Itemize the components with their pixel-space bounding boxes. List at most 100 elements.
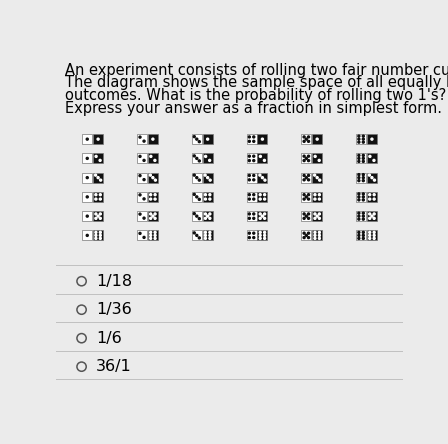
Circle shape bbox=[307, 198, 310, 200]
Circle shape bbox=[253, 159, 255, 162]
Circle shape bbox=[143, 159, 145, 161]
Circle shape bbox=[253, 179, 255, 181]
Circle shape bbox=[209, 234, 211, 236]
Circle shape bbox=[362, 193, 364, 195]
Circle shape bbox=[253, 140, 255, 143]
Circle shape bbox=[150, 155, 152, 157]
Bar bbox=[257, 230, 267, 240]
Circle shape bbox=[358, 193, 360, 195]
Circle shape bbox=[371, 177, 373, 178]
Bar bbox=[302, 153, 311, 163]
Circle shape bbox=[196, 215, 198, 217]
Circle shape bbox=[307, 237, 310, 238]
Circle shape bbox=[196, 138, 198, 140]
Circle shape bbox=[263, 213, 266, 215]
Circle shape bbox=[303, 155, 305, 157]
Circle shape bbox=[99, 217, 101, 219]
Circle shape bbox=[204, 238, 207, 239]
Bar bbox=[246, 211, 257, 221]
Circle shape bbox=[307, 159, 310, 162]
Circle shape bbox=[253, 198, 255, 200]
Circle shape bbox=[306, 196, 307, 198]
Bar bbox=[93, 192, 103, 202]
Circle shape bbox=[97, 177, 99, 178]
Bar bbox=[93, 173, 103, 182]
Bar bbox=[312, 230, 322, 240]
Circle shape bbox=[193, 213, 195, 214]
Circle shape bbox=[369, 194, 371, 196]
Circle shape bbox=[95, 213, 97, 215]
Circle shape bbox=[362, 215, 364, 217]
Circle shape bbox=[362, 160, 364, 163]
Circle shape bbox=[314, 231, 316, 234]
Circle shape bbox=[369, 155, 371, 157]
Circle shape bbox=[207, 177, 209, 178]
Circle shape bbox=[99, 234, 101, 236]
Circle shape bbox=[319, 217, 320, 219]
Circle shape bbox=[319, 194, 320, 196]
Bar bbox=[356, 230, 366, 240]
Circle shape bbox=[95, 231, 97, 234]
Bar bbox=[257, 134, 267, 144]
Bar bbox=[93, 153, 103, 163]
Circle shape bbox=[97, 215, 99, 217]
Bar bbox=[367, 134, 377, 144]
Circle shape bbox=[264, 179, 266, 181]
Circle shape bbox=[307, 232, 310, 234]
Circle shape bbox=[198, 237, 200, 239]
Circle shape bbox=[314, 213, 316, 215]
Circle shape bbox=[196, 157, 198, 159]
Circle shape bbox=[303, 140, 305, 143]
Circle shape bbox=[259, 174, 261, 176]
Circle shape bbox=[253, 232, 255, 234]
Circle shape bbox=[263, 198, 266, 200]
Circle shape bbox=[358, 160, 360, 163]
Circle shape bbox=[314, 234, 316, 236]
Circle shape bbox=[248, 237, 250, 238]
Circle shape bbox=[358, 238, 360, 239]
Circle shape bbox=[152, 138, 154, 140]
Circle shape bbox=[253, 237, 255, 238]
Circle shape bbox=[139, 155, 141, 157]
Circle shape bbox=[358, 157, 360, 159]
Bar bbox=[192, 173, 202, 182]
Circle shape bbox=[261, 177, 263, 178]
Circle shape bbox=[314, 155, 316, 157]
Circle shape bbox=[86, 138, 88, 140]
Circle shape bbox=[371, 215, 373, 217]
Bar bbox=[148, 134, 158, 144]
Circle shape bbox=[369, 198, 371, 200]
Circle shape bbox=[303, 232, 305, 234]
Bar bbox=[137, 192, 147, 202]
Circle shape bbox=[263, 194, 266, 196]
Bar bbox=[257, 192, 267, 202]
Circle shape bbox=[263, 234, 266, 236]
Circle shape bbox=[314, 238, 316, 239]
Circle shape bbox=[204, 194, 207, 196]
Circle shape bbox=[319, 213, 320, 215]
Bar bbox=[192, 192, 202, 202]
Circle shape bbox=[362, 196, 364, 198]
Circle shape bbox=[307, 179, 310, 181]
Circle shape bbox=[209, 198, 211, 200]
Circle shape bbox=[143, 178, 145, 181]
Circle shape bbox=[319, 231, 320, 234]
Text: 1/36: 1/36 bbox=[96, 302, 132, 317]
Circle shape bbox=[358, 180, 360, 182]
Circle shape bbox=[362, 177, 364, 178]
Circle shape bbox=[369, 213, 371, 215]
Circle shape bbox=[198, 218, 200, 220]
Circle shape bbox=[358, 135, 360, 137]
Circle shape bbox=[374, 179, 375, 181]
Bar bbox=[202, 153, 213, 163]
Circle shape bbox=[303, 213, 305, 215]
Circle shape bbox=[358, 177, 360, 178]
Circle shape bbox=[198, 198, 200, 200]
Circle shape bbox=[196, 177, 198, 178]
Circle shape bbox=[303, 194, 305, 196]
Circle shape bbox=[205, 155, 207, 157]
Bar bbox=[356, 134, 366, 144]
Circle shape bbox=[154, 217, 156, 219]
Circle shape bbox=[193, 194, 195, 195]
Circle shape bbox=[198, 179, 200, 181]
